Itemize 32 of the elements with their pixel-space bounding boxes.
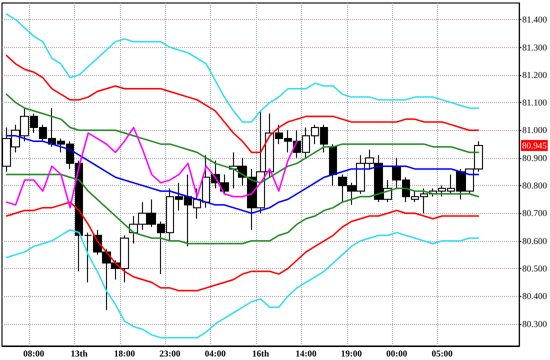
y-tick-label: 81.300 <box>522 42 548 52</box>
line-series <box>6 229 480 338</box>
y-tick-label: 80.700 <box>522 208 548 218</box>
y-tick-label: 80.800 <box>522 180 548 191</box>
annotation: 80.945 <box>522 140 548 150</box>
y-tick-label: 81.100 <box>522 98 548 108</box>
y-tick-label: 81.400 <box>522 14 548 25</box>
y-tick-label: 81.200 <box>522 70 548 80</box>
x-tick-label: 23:00 <box>159 348 181 358</box>
line-series <box>6 126 298 208</box>
x-tick-label: 16th <box>252 348 270 358</box>
line-series <box>6 201 480 292</box>
x-tick-label: 19:00 <box>340 348 362 358</box>
x-tick-label: 18:00 <box>114 348 136 358</box>
y-tick-label: 80.600 <box>522 236 548 246</box>
x-tick-label: 08:00 <box>23 348 45 358</box>
y-tick-label: 80.400 <box>522 291 548 302</box>
line-series <box>6 135 480 214</box>
line-series <box>6 174 480 244</box>
x-tick-label: 00:00 <box>386 348 408 358</box>
x-tick-label: 05:00 <box>432 348 454 358</box>
line-series <box>6 94 480 184</box>
x-tick-label: 13th <box>70 348 88 358</box>
x-tick-label: 14:00 <box>296 348 317 358</box>
x-tick-label: 04:00 <box>204 348 226 358</box>
line-series <box>6 54 480 154</box>
y-tick-label: 80.500 <box>522 264 548 274</box>
y-tick-label: 80.900 <box>522 152 548 163</box>
line-series <box>6 13 480 123</box>
y-tick-label: 81.000 <box>522 125 548 136</box>
candlestick <box>329 144 337 186</box>
y-tick-label: 80.300 <box>522 318 548 329</box>
